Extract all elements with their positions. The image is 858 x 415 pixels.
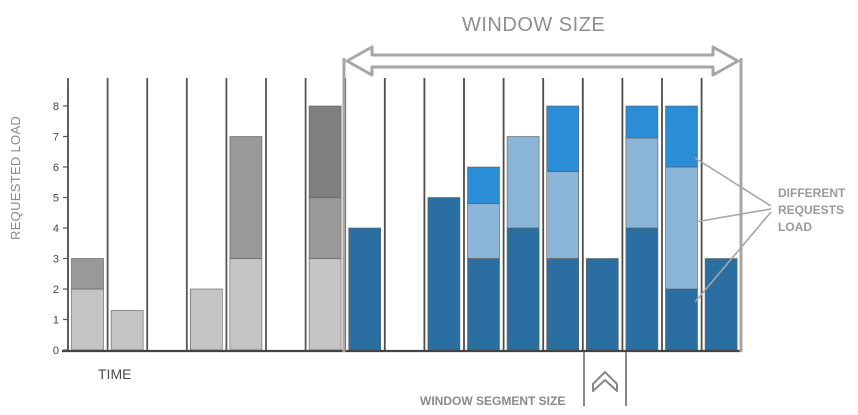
pointer-line-middle [694, 208, 772, 223]
window-frame [342, 45, 743, 352]
x-axis-label: TIME [98, 366, 132, 382]
y-tick-label-5: 5 [53, 193, 59, 205]
bar-11-segment-2 [625, 105, 659, 139]
bar-4-segment-0 [308, 258, 342, 351]
bar-9-segment-1 [546, 171, 580, 259]
y-tick-label-7: 7 [53, 132, 59, 144]
bar-3-segment-1 [229, 136, 263, 259]
window-size-label: WINDOW SIZE [462, 14, 606, 36]
bar-7-segment-2 [467, 166, 500, 204]
bar-13-segment-0 [704, 258, 738, 351]
y-tick-label-2: 2 [53, 284, 59, 296]
segment-up-arrow-icon [592, 371, 618, 392]
bar-11-segment-1 [625, 137, 659, 229]
bar-0-segment-1 [71, 258, 104, 290]
y-axis [62, 86, 742, 353]
bar-3-segment-0 [229, 258, 263, 351]
bar-4-segment-2 [308, 105, 342, 198]
bar-10-segment-0 [585, 258, 619, 351]
bar-9-segment-0 [546, 258, 580, 351]
bar-5-segment-0 [348, 227, 382, 351]
bars-layer [71, 105, 738, 351]
y-ticks: 0 1 2 3 4 5 6 7 8 [53, 101, 68, 357]
pointer-line-top [694, 157, 772, 207]
window-segment-size-label: WINDOW SEGMENT SIZE [420, 394, 566, 408]
bar-8-segment-0 [506, 227, 540, 351]
bar-8-segment-1 [506, 136, 540, 229]
bar-12-segment-2 [665, 105, 698, 168]
bar-12-segment-1 [665, 166, 698, 290]
y-tick-label-1: 1 [53, 315, 59, 327]
y-tick-label-8: 8 [53, 101, 59, 113]
different-requests-load-label: DIFFERENT REQUESTS LOAD [778, 186, 846, 234]
pointer-line-bottom [694, 211, 772, 303]
window-segment-marker [583, 352, 627, 406]
y-tick-label-4: 4 [53, 223, 59, 235]
bar-2-segment-0 [190, 288, 223, 351]
bar-11-segment-0 [625, 227, 659, 351]
y-axis-label: REQUESTED LOAD [8, 115, 23, 240]
bar-12-segment-0 [665, 288, 698, 351]
y-tick-label-6: 6 [53, 162, 59, 174]
bar-6-segment-0 [427, 197, 461, 351]
bar-7-segment-1 [467, 203, 500, 259]
bar-4-segment-1 [308, 197, 342, 259]
window-size-double-arrow-icon [345, 45, 740, 77]
requests-load-pointers [694, 157, 772, 303]
bar-7-segment-0 [467, 258, 500, 351]
y-tick-label-0: 0 [53, 345, 59, 357]
bar-1-segment-0 [110, 310, 144, 351]
bar-0-segment-0 [71, 288, 104, 351]
bar-9-segment-2 [546, 105, 580, 172]
y-tick-label-3: 3 [53, 254, 59, 266]
